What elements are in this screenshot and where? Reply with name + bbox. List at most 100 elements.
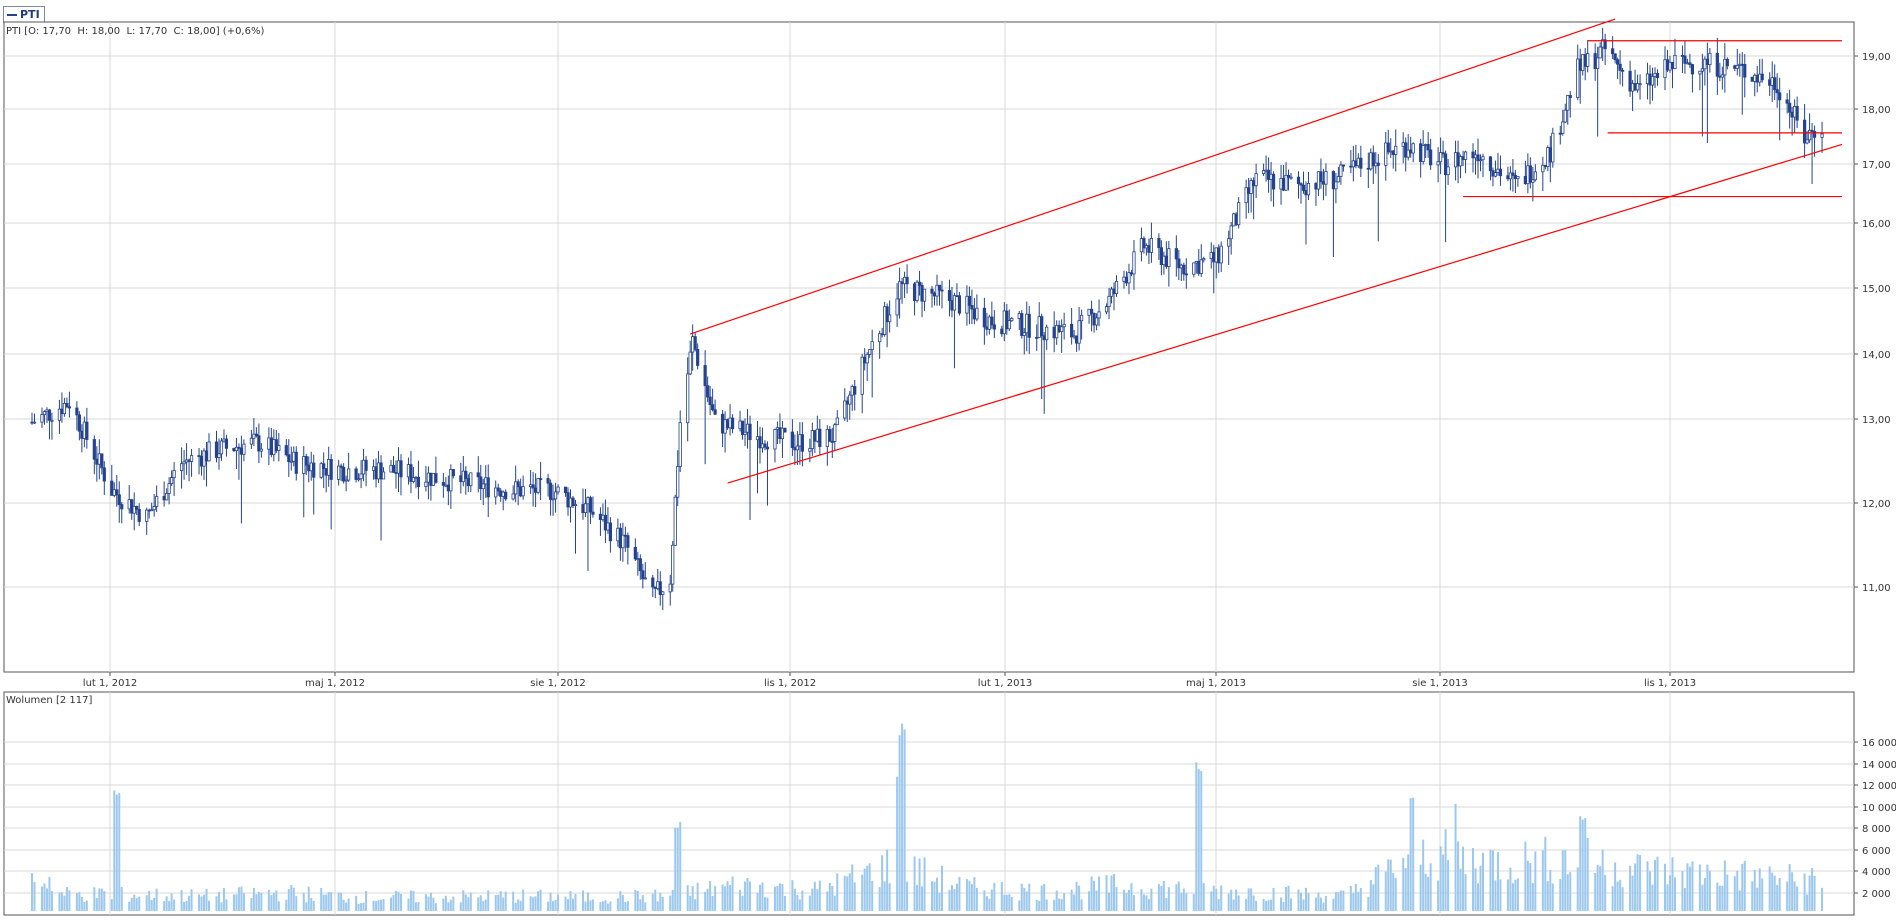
price-body [985,326,989,330]
price-body [1803,119,1807,144]
price-body [1443,153,1448,176]
volume-bar [240,886,243,911]
volume-bar [1793,881,1796,911]
volume-bar [397,891,400,911]
volume-bar [1175,884,1178,911]
price-body [845,400,849,405]
price-tick-label: 12,00 [1862,499,1891,510]
volume-bar [883,881,886,911]
price-body [426,472,431,483]
volume-bar [1639,855,1642,911]
volume-bar [808,895,811,911]
price-body [481,483,485,490]
price-body [484,477,488,485]
price-body [1516,175,1520,180]
volume-bar [1721,885,1724,911]
price-body [1409,149,1413,154]
volume-bar [1227,893,1230,911]
price-body [60,408,64,415]
volume-bar [270,895,273,911]
volume-bar [1654,860,1657,911]
volume-bar [783,896,786,911]
price-body [940,289,944,292]
price-body [1394,145,1398,155]
price-body [1755,74,1759,83]
price-body [521,486,525,497]
volume-bar [1786,881,1789,911]
volume-tick-label: 6 000 [1862,846,1891,857]
price-body [688,351,692,375]
price-body [696,348,700,366]
price-body [189,455,194,462]
price-body [309,462,313,472]
price-body [464,470,468,479]
price-body [755,436,760,441]
volume-bar [1723,860,1726,911]
price-body [1663,59,1667,79]
price-body [591,511,595,515]
volume-bar [549,892,552,911]
price-body [668,583,672,593]
volume-tick-label: 8 000 [1862,824,1891,835]
price-body [1269,173,1273,180]
price-body [1214,247,1218,263]
price-body [1404,142,1408,158]
volume-panel: 2 000 4 000 6 000 8 000 10 000 12 000 14 000 16… [3,691,1896,916]
volume-bar [1342,890,1345,911]
volume-bar [1063,893,1066,911]
volume-bar [1419,864,1422,911]
volume-bar [355,895,358,911]
volume-bar [1454,803,1457,911]
volume-bar [791,880,794,911]
price-body [1668,61,1672,71]
price-body [57,408,62,421]
price-body [651,577,655,588]
volume-bar [1409,798,1412,911]
volume-bar [778,883,781,911]
price-body [1581,54,1585,71]
volume-bar [1339,890,1342,911]
volume-bar [846,876,849,911]
price-body [1578,58,1582,71]
price-body [409,464,413,482]
price-body [1458,156,1463,167]
volume-bar [711,896,714,911]
volume-bar [1005,894,1008,911]
price-body [1104,306,1109,313]
volume-bar [467,897,470,911]
volume-bar [584,901,587,911]
volume-bar [983,890,986,911]
price-frame [3,21,1855,673]
price-body [1174,248,1178,260]
volume-bar [1110,875,1113,911]
volume-bar [200,896,203,911]
price-body [1356,157,1360,167]
volume-bar [1287,885,1290,911]
volume-bar [1220,885,1223,911]
x-tick-label: sie 1, 2012 [530,678,586,689]
volume-bar [1581,819,1584,911]
volume-bar [310,897,313,911]
volume-bar [497,894,500,911]
volume-bar [1105,875,1108,911]
price-body [626,535,630,548]
price-body [743,431,747,435]
price-body [546,478,550,484]
price-body [1441,152,1445,155]
volume-bar [1000,882,1003,911]
volume-bar [1756,887,1759,911]
volume-bar [604,900,607,911]
price-body [207,441,211,462]
volume-bar [484,899,487,911]
price-body [765,446,770,450]
volume-bar [1265,900,1268,911]
price-body [957,295,962,314]
volume-bar [694,899,697,911]
price-body [1473,154,1478,159]
price-body [117,494,121,505]
volume-bar [811,888,814,911]
price-body [1708,52,1712,65]
price-body [364,459,368,471]
volume-bar [871,880,874,911]
price-body [1812,131,1817,138]
